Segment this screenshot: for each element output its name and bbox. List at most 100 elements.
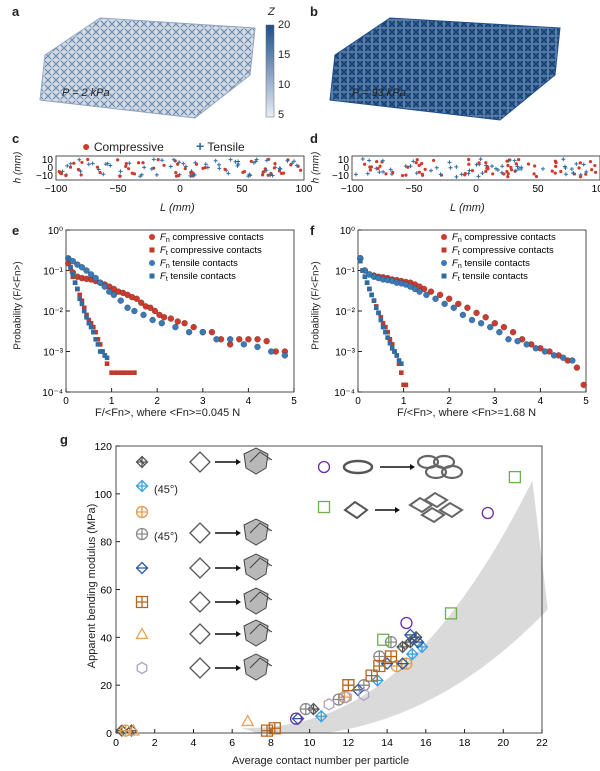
strip-plot-c-compressive-point bbox=[174, 170, 178, 175]
strip-plot-d-compressive-point bbox=[470, 169, 474, 173]
panel-letter-g: g bbox=[60, 432, 68, 447]
prob-plot-e-ytick: 10⁻¹ bbox=[43, 267, 63, 278]
colorbar-tick-5: 5 bbox=[278, 109, 285, 121]
prob-plot-e-point bbox=[84, 312, 89, 318]
prob-plot-e-point bbox=[254, 343, 261, 351]
prob-plot-e-point bbox=[140, 311, 147, 319]
strip-plot-d-tensile-point bbox=[569, 166, 574, 171]
g-legend-marker-triangle bbox=[135, 627, 149, 640]
prob-plot-f-point bbox=[416, 288, 423, 295]
strip-plot-d-compressive-point bbox=[414, 161, 418, 165]
prob-plot-f-ytick: 10⁻² bbox=[335, 307, 355, 318]
prob-plot-f-point bbox=[569, 357, 576, 364]
prob-plot-e-point bbox=[132, 370, 137, 375]
strip-plot-d-tensile-point bbox=[353, 172, 358, 177]
strip-plot-d-compressive-point bbox=[423, 167, 427, 171]
prob-plot-f-point bbox=[473, 309, 480, 317]
prob-plot-e-point bbox=[118, 370, 124, 375]
prob-plot-e-xtick: 4 bbox=[246, 396, 252, 407]
g-data-point-circle bbox=[400, 616, 413, 630]
strip-plot-d-compressive-point bbox=[534, 174, 539, 179]
strip-plot-d-tensile-point bbox=[571, 171, 576, 176]
prob-plot-e-xtick: 0 bbox=[63, 396, 69, 407]
strip-plot-c-tensile-point bbox=[277, 166, 282, 171]
strip-plot-d-tensile-point bbox=[493, 166, 498, 171]
g-data-point-diamond-h bbox=[396, 657, 410, 671]
strip-plot-d-compressive-point bbox=[594, 170, 598, 175]
prob-plot-f-point bbox=[378, 314, 384, 320]
particle-sketch-icon bbox=[189, 623, 211, 645]
strip-plot-c-tensile-point bbox=[101, 172, 106, 177]
prob-plot-e-point bbox=[110, 291, 118, 299]
g-ytick: 60 bbox=[100, 585, 112, 597]
prob-plot-f-point bbox=[505, 336, 512, 343]
strip-plot-d-compressive-point bbox=[415, 158, 419, 162]
prob-plot-e-point bbox=[263, 338, 270, 345]
modulus-plot-g: 0 2 4 6 8 10 12 14 16 18 20 22 0 20 40 60 80 100 120 bbox=[94, 441, 548, 749]
prob-plot-e-point bbox=[117, 297, 124, 304]
g-data-point-octahedron-cross bbox=[307, 702, 320, 716]
prob-plot-e-point bbox=[245, 336, 252, 343]
prob-plot-e-point bbox=[86, 317, 92, 323]
prob-plot-f-point bbox=[496, 329, 503, 336]
strip-plot-c-tensile-point bbox=[68, 161, 73, 166]
strip-plot-d-compressive-point bbox=[491, 172, 495, 176]
prob-plot-e-point bbox=[100, 349, 105, 354]
prob-plot-e-xtick: 5 bbox=[291, 396, 297, 407]
strip-plot-c-tensile-point bbox=[181, 161, 186, 166]
strip-plot-d-compressive-point bbox=[384, 172, 388, 176]
prob-plot-e-point bbox=[95, 342, 101, 347]
prob-plot-e-point bbox=[79, 301, 85, 307]
prob-plot-f-legend-label: Ft compressive contacts bbox=[452, 245, 554, 257]
strip-plot-d-compressive-point bbox=[463, 173, 467, 177]
strip-plot-d-tensile-point bbox=[454, 174, 459, 179]
g-data-point-octahedron-cross bbox=[409, 630, 423, 644]
strip-plot-c-tensile-point bbox=[236, 159, 241, 164]
g-data-point-hexagon bbox=[358, 688, 370, 701]
g-ytick: 0 bbox=[106, 728, 112, 740]
strip-plot-c-compressive-point bbox=[86, 157, 90, 162]
strip-plot-d-tensile-point bbox=[476, 174, 481, 179]
strip-plot-c-tensile-point bbox=[278, 166, 283, 171]
prob-plot-f-point bbox=[580, 381, 587, 389]
prob-plot-f-point bbox=[380, 320, 386, 326]
prob-plot-f-point bbox=[399, 370, 404, 375]
prob-plot-e-point bbox=[172, 323, 179, 331]
strip-plot-c-tensile-point bbox=[191, 173, 196, 178]
prob-plot-e-point bbox=[181, 320, 188, 327]
prob-plot-e-point bbox=[91, 329, 96, 335]
strip-plot-c-xtick: 100 bbox=[296, 184, 313, 195]
g-legend-marker-circle bbox=[317, 460, 331, 474]
g-data-point-square bbox=[508, 470, 522, 484]
strip-plot-d-compressive-point bbox=[588, 160, 593, 164]
prob-plot-e-legend-label: Ft tensile contacts bbox=[160, 271, 236, 283]
strip-plot-c-compressive-point bbox=[262, 170, 266, 174]
prob-plot-f-point bbox=[573, 364, 581, 371]
strip-plot-c-tensile-point bbox=[78, 169, 83, 174]
g-data-point-hexagon bbox=[323, 698, 335, 711]
g-data-point-diamond-cross bbox=[405, 647, 419, 661]
panel-letter-e: e bbox=[12, 223, 20, 238]
prob-plot-e-point bbox=[236, 336, 243, 343]
prob-plot-f-point bbox=[532, 345, 539, 352]
strip-plot-c-tensile-point bbox=[105, 161, 110, 166]
strip-plot-d-compressive-point bbox=[506, 163, 510, 168]
prob-plot-e-point bbox=[167, 315, 175, 322]
g-data-point-circle-plus bbox=[384, 636, 398, 649]
g-data-point-square-grid bbox=[384, 650, 398, 663]
prob-plot-e-point bbox=[92, 274, 99, 282]
strip-xlabel-c: L (mm) bbox=[160, 202, 195, 214]
prob-plot-e-ytick: 10⁰ bbox=[48, 226, 63, 237]
prob-plot-f-point bbox=[387, 340, 393, 346]
strip-plot-c-tensile-point bbox=[217, 162, 222, 167]
g-legend-marker-diamond-h bbox=[135, 561, 149, 575]
packed-frames-icon bbox=[420, 506, 446, 524]
prob-plot-e-point bbox=[190, 323, 197, 331]
prob-plot-e-point bbox=[208, 329, 216, 336]
prob-plot-e-point bbox=[268, 348, 275, 355]
prob-plot-e-legend-label: Ft compressive contacts bbox=[160, 245, 262, 257]
particle-sketch-icon bbox=[189, 591, 211, 613]
strip-plot-d-tensile-point bbox=[500, 164, 505, 169]
prob-plot-e-point bbox=[160, 314, 168, 321]
packed-rings-icon bbox=[424, 464, 448, 480]
